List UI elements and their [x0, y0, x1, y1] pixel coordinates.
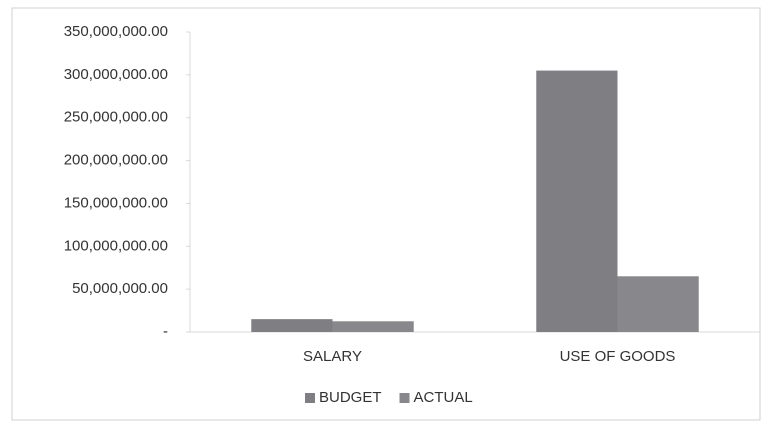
legend-label: BUDGET	[319, 389, 382, 406]
y-tick-label: 150,000,000.00	[64, 194, 168, 211]
bar	[332, 321, 414, 332]
legend-swatch	[305, 393, 315, 403]
y-tick-label: 250,000,000.00	[64, 109, 168, 126]
y-tick-label: -	[163, 323, 168, 340]
chart-border	[11, 7, 761, 421]
legend-label: ACTUAL	[414, 389, 473, 406]
bar	[617, 276, 699, 332]
legend-swatch	[399, 393, 410, 403]
x-tick-label: SALARY	[303, 348, 362, 365]
y-tick-label: 350,000,000.00	[64, 23, 168, 40]
y-tick-label: 200,000,000.00	[64, 152, 168, 169]
bar	[536, 70, 618, 333]
y-tick-label: 100,000,000.00	[64, 237, 168, 254]
y-tick-label: 50,000,000.00	[72, 280, 168, 297]
bar	[251, 319, 333, 332]
x-tick-label: USE OF GOODS	[560, 348, 676, 365]
y-tick-label: 300,000,000.00	[64, 66, 168, 83]
